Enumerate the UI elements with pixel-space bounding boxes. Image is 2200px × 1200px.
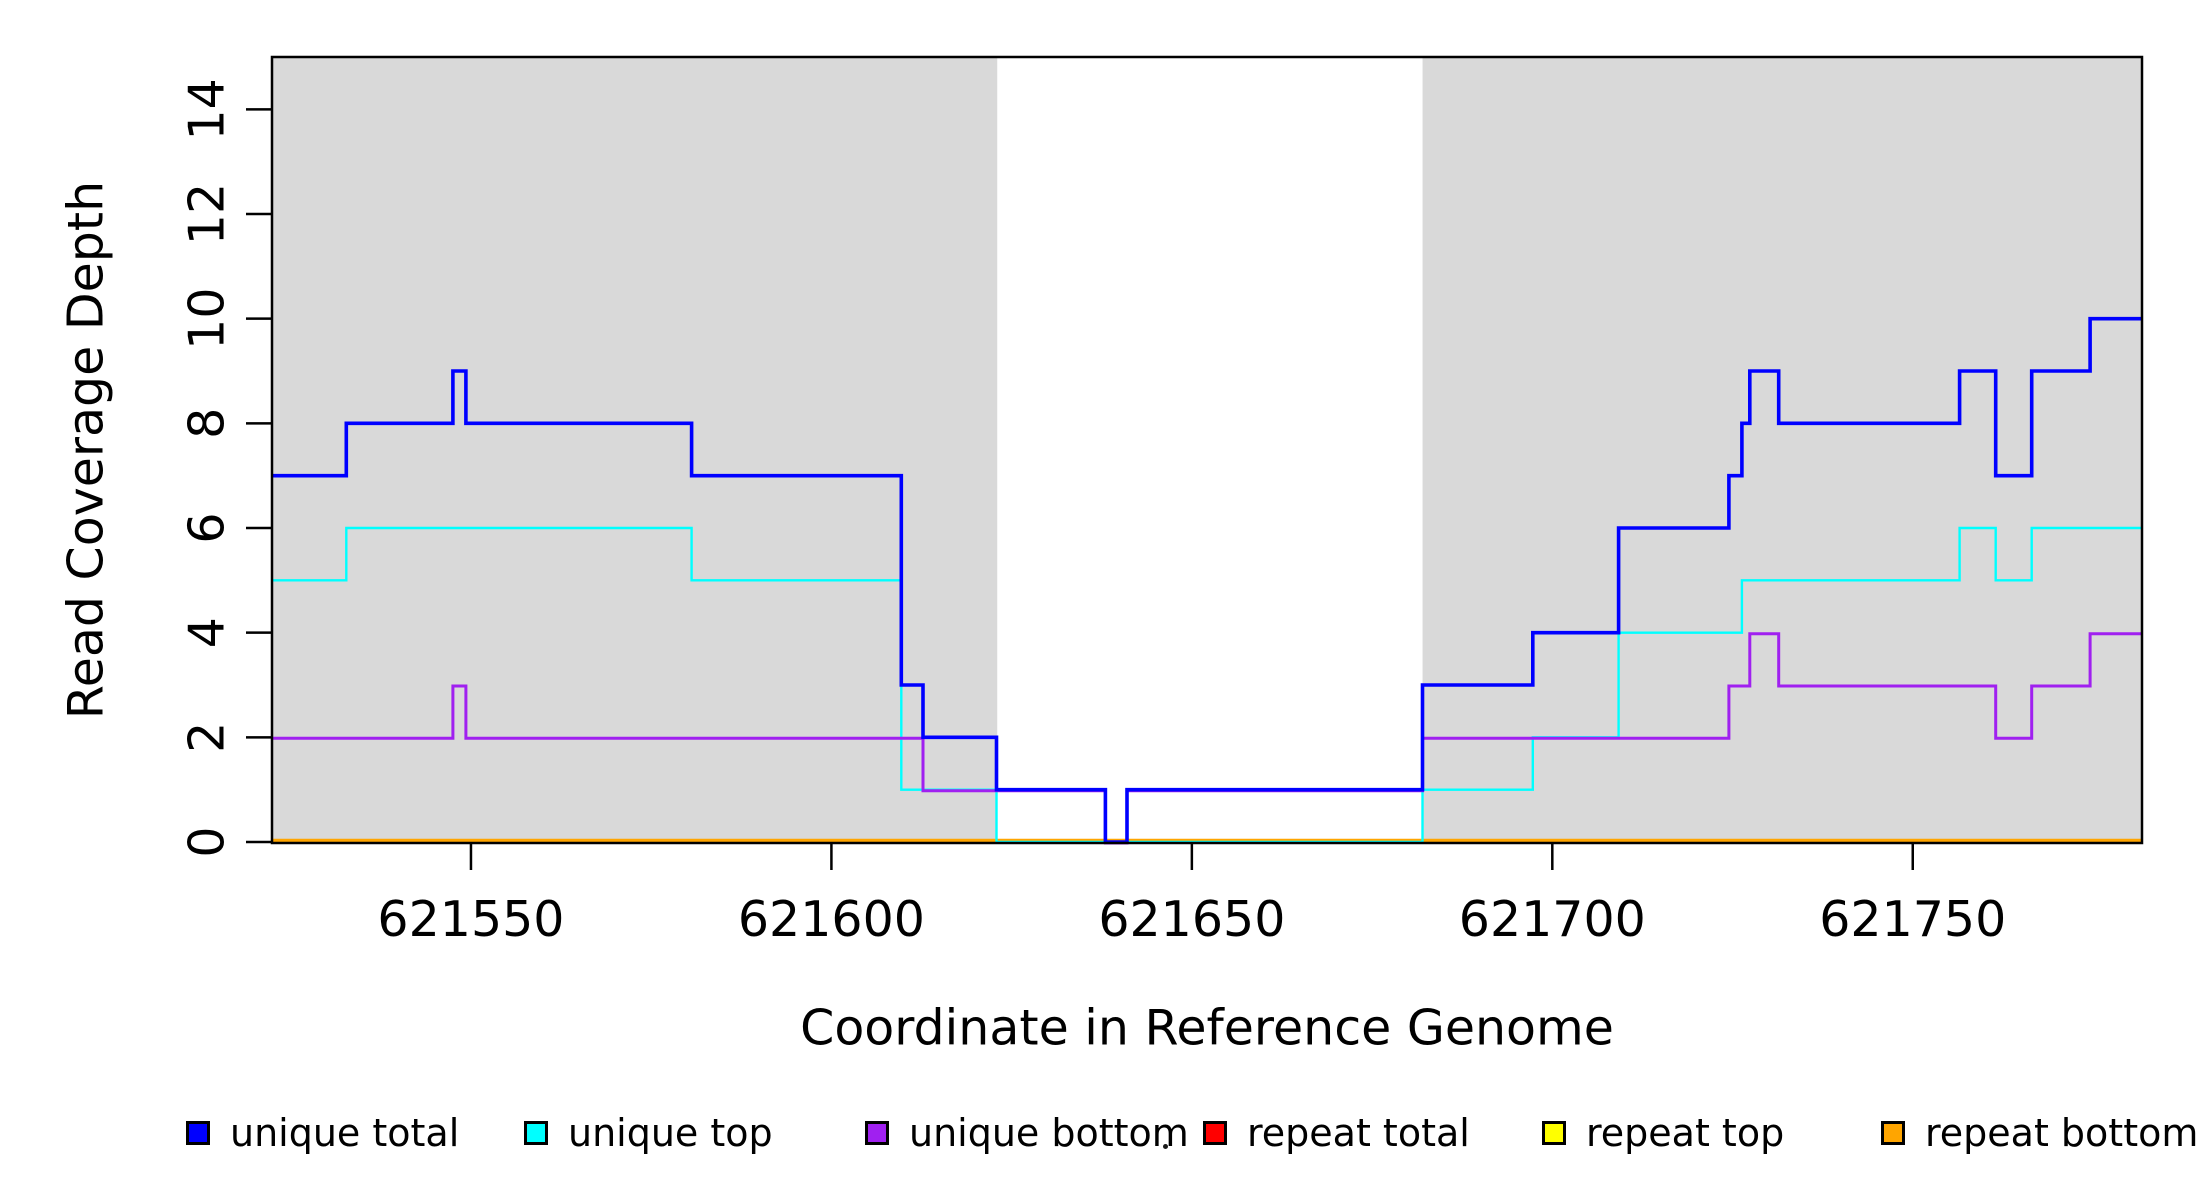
legend-label: repeat bottom — [1925, 1111, 2199, 1155]
y-tick-label: 4 — [179, 617, 236, 648]
legend-item-repeat-top: repeat top — [1542, 1111, 1784, 1155]
unique-total-swatch-icon — [186, 1121, 210, 1145]
legend-label: unique total — [230, 1111, 460, 1155]
y-axis-label: Read Coverage Depth — [57, 180, 115, 720]
x-tick-label: 621600 — [738, 891, 925, 948]
unique-top-swatch-icon — [524, 1121, 548, 1145]
masked-region — [1422, 57, 2142, 843]
stray-dot — [1163, 1144, 1168, 1149]
unique-bottom-swatch-icon — [865, 1121, 889, 1145]
y-tick-label: 6 — [179, 512, 236, 543]
legend-item-unique-bottom: unique bottom — [865, 1111, 1189, 1155]
series-line-unique-top — [272, 526, 2142, 844]
y-tick-label: 0 — [179, 826, 236, 857]
repeat-total-swatch-icon — [1203, 1121, 1227, 1145]
series-line-unique-bottom — [272, 632, 2142, 845]
legend-item-unique-total: unique total — [186, 1111, 459, 1155]
legend-label: unique top — [568, 1111, 773, 1155]
legend-label: repeat top — [1586, 1111, 1785, 1155]
series-line-unique-total — [272, 316, 2142, 844]
y-tick-label: 12 — [179, 183, 236, 245]
legend-item-unique-top: unique top — [524, 1111, 773, 1155]
x-tick-label: 621550 — [377, 891, 564, 948]
x-tick-label: 621650 — [1098, 891, 1285, 948]
legend-item-repeat-bottom: repeat bottom — [1881, 1111, 2198, 1155]
y-tick-label: 2 — [179, 722, 236, 753]
repeat-top-swatch-icon — [1542, 1121, 1566, 1145]
y-tick-label: 8 — [179, 408, 236, 439]
legend-label: repeat total — [1247, 1111, 1470, 1155]
x-tick-label: 621750 — [1819, 891, 2006, 948]
y-tick-label: 10 — [179, 287, 236, 349]
x-axis-label: Coordinate in Reference Genome — [800, 999, 1614, 1057]
plot-border — [270, 55, 2144, 845]
masked-region — [272, 57, 998, 843]
y-tick-label: 14 — [179, 78, 236, 140]
x-tick-label: 621700 — [1459, 891, 1646, 948]
legend-item-repeat-total: repeat total — [1203, 1111, 1470, 1155]
legend-label: unique bottom — [909, 1111, 1189, 1155]
repeat-bottom-swatch-icon — [1881, 1121, 1905, 1145]
